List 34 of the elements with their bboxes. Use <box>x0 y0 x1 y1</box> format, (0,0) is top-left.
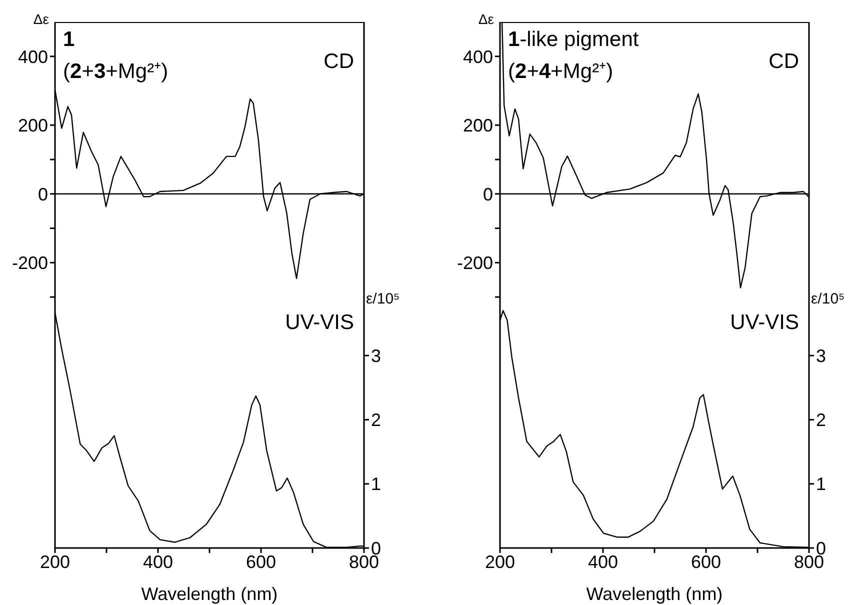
y2-tick-label: 3 <box>816 346 826 366</box>
y2-tick-label: 2 <box>371 410 382 430</box>
x-tick-label: 200 <box>484 552 516 572</box>
x-tick-label: 200 <box>40 552 70 572</box>
y-tick-label: 200 <box>18 116 48 136</box>
y-axis-title: Δε <box>478 11 494 27</box>
annotation: CD <box>324 50 354 73</box>
y-tick-label: -200 <box>12 253 48 274</box>
annotation: (2+3+Mg²⁺) <box>63 60 168 83</box>
y-axis-title: Δε <box>33 11 49 27</box>
x-tick-label: 400 <box>588 552 618 572</box>
y2-tick-label: 3 <box>371 346 382 366</box>
annotation: UV-VIS <box>285 311 354 334</box>
y-tick-label: 400 <box>18 46 48 67</box>
y2-tick-label: 1 <box>371 474 382 494</box>
annotation: (2+4+Mg²⁺) <box>508 60 614 83</box>
annotation: CD <box>768 50 799 73</box>
y-tick-label: 400 <box>462 46 493 67</box>
y-tick-label: 0 <box>482 184 493 204</box>
x-tick-label: 400 <box>142 552 174 572</box>
y2-axis-title: ε/10⁵ <box>811 290 845 308</box>
x-axis-title: Wavelength (nm) <box>141 584 278 604</box>
x-axis-title: Wavelength (nm) <box>586 584 723 604</box>
y2-tick-label: 1 <box>816 474 826 494</box>
y-tick-label: 200 <box>462 116 493 136</box>
annotation: 1 <box>63 28 75 51</box>
y2-axis-title: ε/10⁵ <box>366 290 400 308</box>
y-tick-label: 0 <box>38 184 48 204</box>
annotation: UV-VIS <box>730 311 799 334</box>
y-tick-label: -200 <box>456 253 493 274</box>
y2-tick-label: 2 <box>816 410 826 430</box>
x-tick-label: 600 <box>690 552 722 572</box>
x-tick-label: 600 <box>246 552 276 572</box>
annotation: 1-like pigment <box>508 28 639 51</box>
